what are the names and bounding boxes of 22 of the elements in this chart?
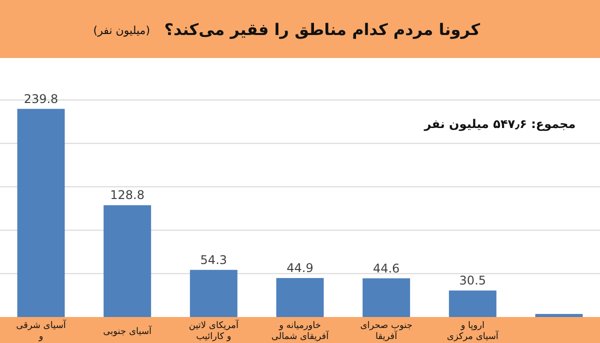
- chart-title: کرونا مردم کدام مناطق را فقیر می‌کند؟: [164, 20, 481, 39]
- data-label: 54.3: [200, 252, 228, 267]
- x-tick-label: خاورمیانه و آفریقای شمالی: [271, 321, 330, 342]
- bar: [190, 270, 238, 317]
- x-tick-label: آسیای شرقی و: [16, 319, 66, 342]
- bar: [104, 205, 152, 317]
- bar: [17, 108, 65, 317]
- annotation: مجموع: ۵۴۷٫۶ میلیون نفر: [423, 117, 576, 131]
- x-tick-label: آسیای جنوبی: [103, 325, 152, 337]
- data-label: 44.9: [286, 261, 314, 276]
- bar: [276, 278, 324, 317]
- x-tick-label: جنوب صحرای آفریقا: [360, 321, 412, 342]
- bar: [448, 290, 496, 317]
- bar: [362, 278, 410, 317]
- data-label: 44.6: [372, 261, 400, 276]
- x-tick-label: اروپا و آسیای مرکزی: [446, 321, 499, 342]
- bar: [535, 314, 583, 317]
- chart-subtitle: (میلیون نفر): [93, 24, 150, 37]
- data-label: 239.8: [24, 92, 58, 106]
- data-label: 30.5: [459, 274, 486, 288]
- x-tick-label: آمریکای لاتین و کارائیب: [188, 319, 239, 342]
- data-label: 128.8: [110, 188, 145, 202]
